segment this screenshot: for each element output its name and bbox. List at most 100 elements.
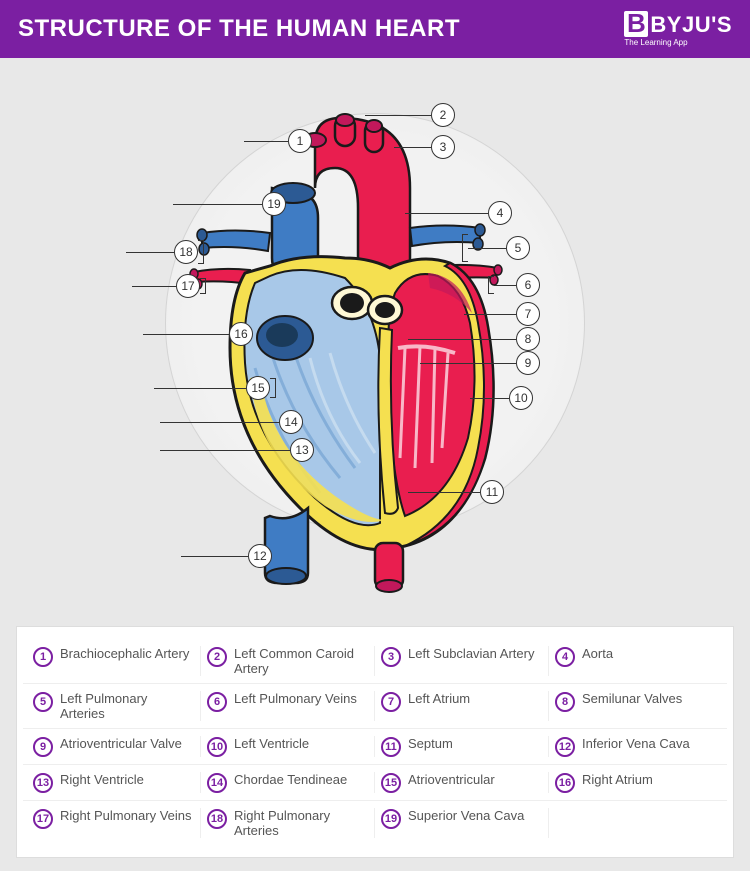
callout-line <box>143 334 229 335</box>
callout-line <box>173 204 262 205</box>
legend-item-9: 9Atrioventricular Valve <box>27 736 201 757</box>
callout-5: 5 <box>468 236 530 260</box>
callout-12: 12 <box>181 544 272 568</box>
callout-bracket <box>462 234 468 262</box>
legend-number: 10 <box>207 737 227 757</box>
callout-number-15: 15 <box>246 376 270 400</box>
callout-9: 9 <box>420 351 540 375</box>
legend-number: 18 <box>207 809 227 829</box>
callout-number-17: 17 <box>176 274 200 298</box>
callout-16: 16 <box>143 322 253 346</box>
callout-6: 6 <box>494 273 540 297</box>
callout-3: 3 <box>394 135 455 159</box>
callout-number-14: 14 <box>279 410 303 434</box>
callout-line <box>244 141 288 142</box>
callout-19: 19 <box>173 192 286 216</box>
legend-label: Left Ventricle <box>234 736 309 751</box>
logo: B BYJU'S The Learning App <box>624 11 732 48</box>
logo-text: BYJU'S <box>650 12 732 38</box>
legend-item-12: 12Inferior Vena Cava <box>549 736 723 757</box>
callout-10: 10 <box>470 386 533 410</box>
diagram-area: 12345678910111213141516171819 <box>0 58 750 618</box>
legend-label: Aorta <box>582 646 613 661</box>
callout-line <box>408 339 516 340</box>
callout-number-16: 16 <box>229 322 253 346</box>
callout-number-13: 13 <box>290 438 314 462</box>
legend-label: Right Pulmonary Arteries <box>234 808 368 838</box>
legend-item-empty <box>549 808 723 838</box>
callout-number-3: 3 <box>431 135 455 159</box>
legend-item-11: 11 Septum <box>375 736 549 757</box>
callout-number-18: 18 <box>174 240 198 264</box>
legend-item-19: 19 Superior Vena Cava <box>375 808 549 838</box>
legend-row: 1 Brachiocephalic Artery 2 Left Common Caro… <box>23 639 727 684</box>
legend-label: Left Subclavian Artery <box>408 646 534 661</box>
legend-label: Atrioventricular <box>408 772 495 787</box>
callout-13: 13 <box>160 438 314 462</box>
legend-number: 17 <box>33 809 53 829</box>
callout-line <box>160 450 290 451</box>
callout-14: 14 <box>160 410 303 434</box>
callout-line <box>132 286 176 287</box>
legend-item-4: 4 Aorta <box>549 646 723 676</box>
callout-line <box>405 213 488 214</box>
callout-line <box>468 248 506 249</box>
callout-8: 8 <box>408 327 540 351</box>
logo-b-icon: B <box>624 11 648 37</box>
callout-line <box>181 556 248 557</box>
legend-item-3: 3Left Subclavian Artery <box>375 646 549 676</box>
legend-number: 14 <box>207 773 227 793</box>
legend-label: Superior Vena Cava <box>408 808 524 823</box>
legend-item-14: 14Chordae Tendineae <box>201 772 375 793</box>
callout-number-1: 1 <box>288 129 312 153</box>
legend-number: 4 <box>555 647 575 667</box>
legend-item-16: 16Right Atrium <box>549 772 723 793</box>
legend-number: 19 <box>381 809 401 829</box>
legend-item-17: 17 Right Pulmonary Veins <box>27 808 201 838</box>
legend-item-5: 5 Left Pulmonary Arteries <box>27 691 201 721</box>
legend-item-13: 13Right Ventricle <box>27 772 201 793</box>
legend-number: 11 <box>381 737 401 757</box>
legend-item-7: 7Left Atrium <box>375 691 549 721</box>
callout-number-8: 8 <box>516 327 540 351</box>
header-bar: STRUCTURE OF THE HUMAN HEART B BYJU'S Th… <box>0 0 750 58</box>
logo-subtitle: The Learning App <box>624 38 687 47</box>
callout-2: 2 <box>365 103 455 127</box>
legend-number: 1 <box>33 647 53 667</box>
callout-line <box>470 398 509 399</box>
legend-label: Inferior Vena Cava <box>582 736 690 751</box>
legend-item-15: 15 Atrioventricular <box>375 772 549 793</box>
callout-number-9: 9 <box>516 351 540 375</box>
page-title: STRUCTURE OF THE HUMAN HEART <box>18 15 460 43</box>
legend-item-8: 8Semilunar Valves <box>549 691 723 721</box>
legend-item-6: 6Left Pulmonary Veins <box>201 691 375 721</box>
callout-number-11: 11 <box>480 480 504 504</box>
legend-item-18: 18 Right Pulmonary Arteries <box>201 808 375 838</box>
callout-number-10: 10 <box>509 386 533 410</box>
callout-4: 4 <box>405 201 512 225</box>
callout-7: 7 <box>464 302 540 326</box>
legend-number: 15 <box>381 773 401 793</box>
legend-label: Brachiocephalic Artery <box>60 646 189 661</box>
legend-row: 17 Right Pulmonary Veins 18 Right Pulmonary… <box>23 801 727 845</box>
callout-bracket <box>270 378 276 398</box>
callout-line <box>408 492 480 493</box>
legend-item-2: 2 Left Common Caroid Artery <box>201 646 375 676</box>
callout-number-5: 5 <box>506 236 530 260</box>
legend-table: 1 Brachiocephalic Artery 2 Left Common Caro… <box>16 626 734 858</box>
callout-15: 15 <box>154 376 270 400</box>
legend-number: 16 <box>555 773 575 793</box>
callout-11: 11 <box>408 480 504 504</box>
legend-row: 5 Left Pulmonary Arteries6Left Pulmonary … <box>23 684 727 729</box>
legend-label: Right Pulmonary Veins <box>60 808 192 823</box>
legend-row: 13Right Ventricle14Chordae Tendineae 15 At… <box>23 765 727 801</box>
callout-line <box>420 363 516 364</box>
legend-item-10: 10 Left Ventricle <box>201 736 375 757</box>
callout-line <box>494 285 516 286</box>
legend-label: Septum <box>408 736 453 751</box>
legend-number: 2 <box>207 647 227 667</box>
legend-number: 5 <box>33 692 53 712</box>
legend-label: Left Pulmonary Arteries <box>60 691 194 721</box>
legend-label: Left Common Caroid Artery <box>234 646 368 676</box>
callout-1: 1 <box>244 129 312 153</box>
